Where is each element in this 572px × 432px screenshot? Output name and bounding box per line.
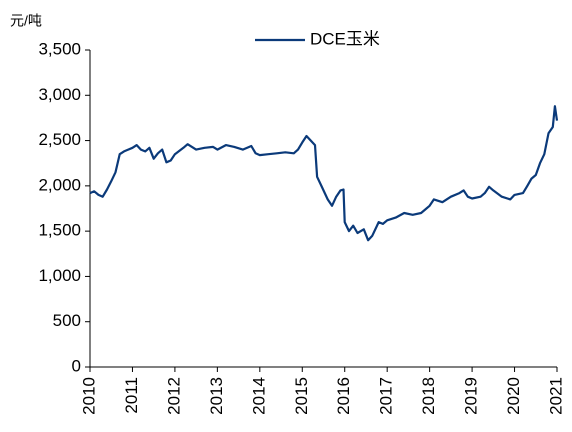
x-tick-label: 2012 xyxy=(164,377,183,415)
y-tick-label: 1,500 xyxy=(38,221,81,240)
x-tick-label: 2015 xyxy=(292,377,311,415)
x-tick-label: 2010 xyxy=(79,377,98,415)
series-line xyxy=(89,105,559,242)
y-tick-label: 0 xyxy=(72,356,81,375)
x-tick-label: 2018 xyxy=(419,377,438,415)
y-tick-label: 500 xyxy=(53,311,81,330)
x-tick-label: 2011 xyxy=(122,377,141,414)
x-tick-label: 2019 xyxy=(462,377,481,415)
legend-label: DCE玉米 xyxy=(310,29,380,48)
x-tick-label: 2016 xyxy=(334,377,353,415)
x-tick-label: 2013 xyxy=(207,377,226,415)
x-tick-label: 2020 xyxy=(504,377,523,415)
x-tick-label: 2017 xyxy=(377,377,396,415)
y-tick-label: 3,000 xyxy=(38,85,81,104)
y-tick-label: 2,000 xyxy=(38,175,81,194)
x-tick-label: 2021 xyxy=(546,377,565,415)
y-tick-label: 1,000 xyxy=(38,266,81,285)
y-tick-label: 3,500 xyxy=(38,39,81,58)
x-tick-label: 2014 xyxy=(249,377,268,415)
y-tick-label: 2,500 xyxy=(38,130,81,149)
y-unit: 元/吨 xyxy=(10,13,42,29)
